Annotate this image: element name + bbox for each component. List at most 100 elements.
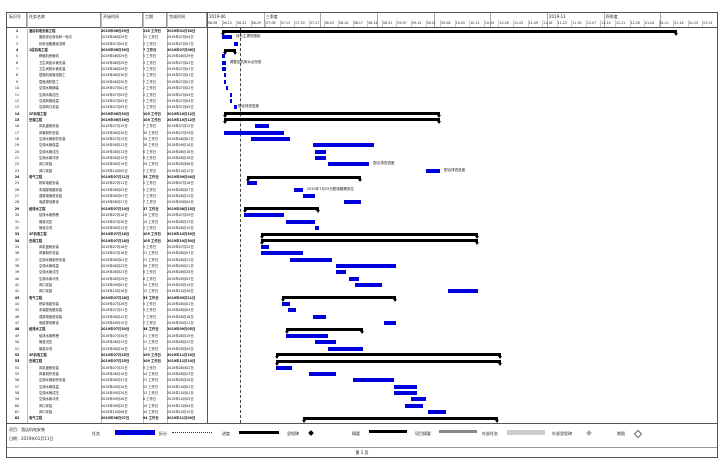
- task-bar[interactable]: [344, 200, 362, 205]
- table-row[interactable]: 46 强弱电管道安装 2019年08月12日 7 工作日 2019年08月18日: [7, 314, 717, 320]
- table-row[interactable]: 29 给排水工程 2019年07月10日 37 工作日 2019年08月15日: [7, 206, 717, 212]
- summary-bar[interactable]: [222, 118, 442, 125]
- summary-bar[interactable]: [301, 416, 500, 423]
- table-row[interactable]: 52 3F机电工程 2019年07月25日 109 工作日 2019年11月10日: [7, 352, 717, 358]
- table-row[interactable]: 43 电气工程 2019年07月28日 55 工作日 2019年09月21日: [7, 295, 717, 301]
- task-bar[interactable]: [221, 67, 226, 72]
- table-row[interactable]: 5 移植机房管线 2019年06月29日 5 工作日 2019年06月29日: [7, 53, 717, 59]
- task-bar[interactable]: [254, 124, 270, 129]
- task-bar[interactable]: [246, 181, 257, 186]
- task-bar[interactable]: [336, 263, 397, 268]
- task-bar[interactable]: [234, 105, 238, 110]
- col-header-start[interactable]: 开始时间: [101, 13, 143, 27]
- table-row[interactable]: 28 电缆穿线敷设 2019年08月27日 7 工作日 2019年09月04日: [7, 199, 717, 205]
- table-row[interactable]: 11 空调水管试压 2019年07月03日 2 工作日 2019年07月04日: [7, 92, 717, 98]
- task-bar[interactable]: [294, 187, 303, 192]
- table-row[interactable]: 23 风口安装 2019年10月05日 7 工作日 2019年10月12日: [7, 168, 717, 174]
- task-bar[interactable]: [327, 162, 370, 167]
- task-bar[interactable]: [448, 289, 478, 294]
- table-row[interactable]: 34 空调工程 2019年07月18日 105 工作日 2019年10月30日: [7, 238, 717, 244]
- table-row[interactable]: 56 空调水管制作安装 2019年08月31日 21 工作日 2019年09月20日: [7, 377, 717, 383]
- table-row[interactable]: 36 风管制作安装 2019年07月18日 21 工作日 2019年08月07日: [7, 250, 717, 256]
- table-row[interactable]: 42 风口安装 2019年10月16日 15 工作日 2019年10月30日: [7, 288, 717, 294]
- table-row[interactable]: 3 机房设备基础浇筑 2019年07月05日 3 工作日 2019年07月07日: [7, 41, 717, 47]
- table-row[interactable]: 44 桥架电缆安装 2019年07月28日 5 工作日 2019年08月01日: [7, 301, 717, 307]
- table-row[interactable]: 38 空调水管保温 2019年08月23日 30 工作日 2019年09月21日: [7, 263, 717, 269]
- task-bar[interactable]: [234, 41, 239, 46]
- task-bar[interactable]: [404, 403, 424, 408]
- task-bar[interactable]: [383, 321, 397, 326]
- task-bar[interactable]: [286, 219, 316, 224]
- task-bar[interactable]: [244, 213, 285, 218]
- table-row[interactable]: 57 空调水管保温 2019年09月20日 12 工作日 2019年10月01日: [7, 384, 717, 390]
- table-row[interactable]: 53 空调工程 2019年07月25日 109 工作日 2019年11月10日: [7, 358, 717, 364]
- summary-bar[interactable]: [280, 296, 398, 303]
- table-row[interactable]: 13 空调风口安装 2019年07月05日 1 工作日 2019年07月05日: [7, 104, 717, 110]
- table-row[interactable]: 16 风机盘管安装 2019年07月15日 7 工作日 2019年07月22日: [7, 123, 717, 129]
- table-row[interactable]: 33 2F机电工程 2019年07月18日 105 工作日 2019年10月30日: [7, 231, 717, 237]
- summary-bar[interactable]: [260, 239, 480, 246]
- summary-bar[interactable]: [274, 359, 502, 366]
- table-row[interactable]: 62 电气工程 2019年08月07日 94 工作日 2019年11月09日: [7, 415, 717, 421]
- table-row[interactable]: 30 给排水管预埋 2019年07月10日 20 工作日 2019年07月29日: [7, 212, 717, 218]
- summary-bar[interactable]: [222, 48, 238, 55]
- task-bar[interactable]: [313, 314, 326, 319]
- task-bar[interactable]: [286, 333, 328, 338]
- task-bar[interactable]: [315, 149, 326, 154]
- table-row[interactable]: 19 空调水管保温 2019年08月12日 30 工作日 2019年09月10日: [7, 142, 717, 148]
- col-header-duration[interactable]: 工期: [143, 13, 167, 27]
- table-row[interactable]: 10 空调水管铺装 2019年07月01日 2 工作日 2019年07月02日: [7, 85, 717, 91]
- table-row[interactable]: 45 末端配电箱安装 2019年07月31日 5 工作日 2019年08月04日: [7, 307, 717, 313]
- table-row[interactable]: 14 2F机电工程 2019年06月30日 105 工作日 2019年10月12日: [7, 111, 717, 117]
- task-bar[interactable]: [225, 86, 228, 91]
- table-row[interactable]: 37 空调水管制作安装 2019年08月01日 21 工作日 2019年08月21日: [7, 257, 717, 263]
- table-row[interactable]: 48 给排水工程 2019年07月30日 38 工作日 2019年09月05日: [7, 326, 717, 332]
- task-bar[interactable]: [229, 98, 232, 103]
- task-bar[interactable]: [425, 168, 441, 173]
- table-row[interactable]: 25 桥架电缆安装 2019年07月11日 5 工作日 2019年07月16日: [7, 180, 717, 186]
- task-bar[interactable]: [315, 156, 326, 160]
- task-bar[interactable]: [313, 143, 374, 148]
- summary-bar[interactable]: [243, 207, 321, 214]
- table-row[interactable]: 60 风口安装 2019年09月25日 10 工作日 2019年10月04日: [7, 403, 717, 409]
- table-row[interactable]: 2 图纸综合深化和一轮引 2019年06月29日 15 工作日 2019年07月04日: [7, 34, 717, 40]
- task-bar[interactable]: [315, 225, 320, 230]
- task-bar[interactable]: [288, 308, 297, 313]
- summary-bar[interactable]: [285, 327, 365, 334]
- task-bar[interactable]: [427, 410, 447, 414]
- task-bar[interactable]: [221, 60, 226, 65]
- table-row[interactable]: 32 管道冲洗 2019年08月13日 3 工作日 2019年08月15日: [7, 225, 717, 231]
- task-bar[interactable]: [261, 244, 270, 249]
- task-bar[interactable]: [309, 371, 337, 376]
- table-row[interactable]: 4 1层机电工程 2019年06月30日 7 工作日 2019年07月06日: [7, 47, 717, 53]
- table-row[interactable]: 17 风管制作安装 2019年06月30日 30 工作日 2019年07月29日: [7, 130, 717, 136]
- task-bar[interactable]: [336, 270, 347, 275]
- task-bar[interactable]: [275, 365, 293, 370]
- table-row[interactable]: 39 空调水管试压 2019年08月23日 6 工作日 2019年08月28日: [7, 269, 717, 275]
- task-bar[interactable]: [250, 136, 291, 141]
- table-row[interactable]: 61 风口安装 2019年10月06日 10 工作日 2019年10月15日: [7, 409, 717, 415]
- task-bar[interactable]: [354, 283, 382, 287]
- task-bar[interactable]: [290, 257, 332, 262]
- table-row[interactable]: 31 管道试压 2019年07月30日 15 工作日 2019年08月13日: [7, 219, 717, 225]
- col-header-id[interactable]: 标识号: [7, 13, 27, 27]
- table-row[interactable]: 26 末端配电箱安装 2019年08月03日 5 工作日 2019年08月07日: [7, 187, 717, 193]
- task-bar[interactable]: [223, 73, 226, 78]
- table-row[interactable]: 49 给排水管预埋 2019年07月30日 21 工作日 2019年08月19日: [7, 333, 717, 339]
- table-row[interactable]: 55 风管制作安装 2019年08月10日 14 工作日 2019年08月23日: [7, 371, 717, 377]
- table-row[interactable]: 20 空调水管试压 2019年08月13日 6 工作日 2019年08月18日: [7, 149, 717, 155]
- table-row[interactable]: 27 强弱电管道安装 2019年08月07日 7 工作日 2019年08月13日: [7, 193, 717, 199]
- task-bar[interactable]: [281, 302, 291, 307]
- table-row[interactable]: 47 电缆穿线敷设 2019年09月15日 7 工作日 2019年09月21日: [7, 320, 717, 326]
- task-bar[interactable]: [261, 251, 303, 256]
- table-row[interactable]: 51 管道冲洗 2019年08月19日 15 工作日 2019年09月05日: [7, 346, 717, 352]
- table-row[interactable]: 7 卫生间排水管安装 2019年06月29日 3 工作日 2019年07月01日: [7, 66, 717, 72]
- task-bar[interactable]: [315, 340, 337, 345]
- table-row[interactable]: 18 空调水管制作安装 2019年07月13日 20 工作日 2019年08月01日: [7, 136, 717, 142]
- task-bar[interactable]: [223, 130, 284, 135]
- table-row[interactable]: 41 风口安装 2019年09月01日 14 工作日 2019年09月14日: [7, 282, 717, 288]
- table-row[interactable]: 58 空调水管试压 2019年09月20日 12 工作日 2019年10月01日: [7, 390, 717, 396]
- task-bar[interactable]: [352, 378, 395, 383]
- summary-bar[interactable]: [222, 112, 442, 119]
- table-row[interactable]: 40 空调水管冲洗 2019年08月29日 6 工作日 2019年09月03日: [7, 276, 717, 282]
